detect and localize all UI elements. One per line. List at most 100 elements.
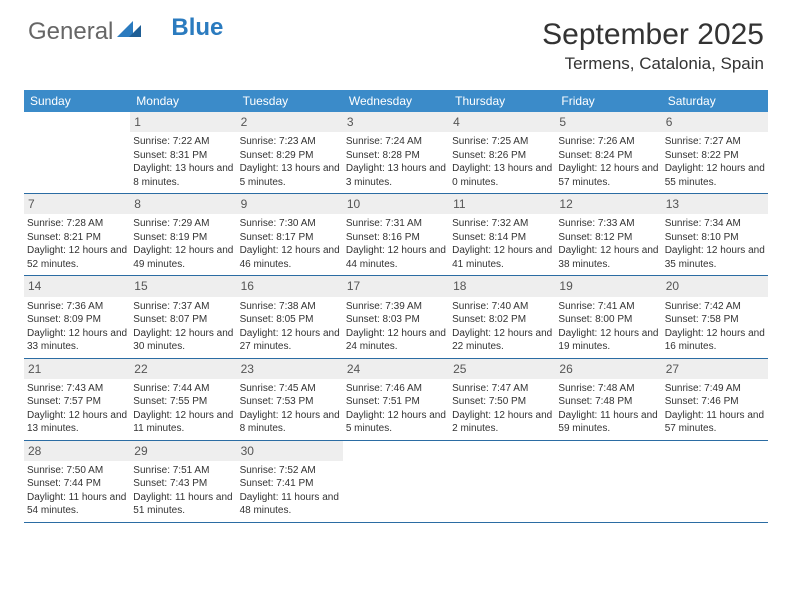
sunset-text: Sunset: 8:29 PM bbox=[240, 149, 340, 163]
sunset-text: Sunset: 8:09 PM bbox=[27, 313, 127, 327]
sunrise-text: Sunrise: 7:48 AM bbox=[558, 382, 658, 396]
day-number: 9 bbox=[237, 194, 343, 214]
daylight-text: Daylight: 12 hours and 22 minutes. bbox=[452, 327, 552, 354]
sunset-text: Sunset: 8:03 PM bbox=[346, 313, 446, 327]
sunrise-text: Sunrise: 7:44 AM bbox=[133, 382, 233, 396]
day-cell: 10Sunrise: 7:31 AMSunset: 8:16 PMDayligh… bbox=[343, 194, 449, 275]
sunset-text: Sunset: 8:21 PM bbox=[27, 231, 127, 245]
day-number: 3 bbox=[343, 112, 449, 132]
sunrise-text: Sunrise: 7:34 AM bbox=[665, 217, 765, 231]
day-number: 1 bbox=[130, 112, 236, 132]
week-row: 7Sunrise: 7:28 AMSunset: 8:21 PMDaylight… bbox=[24, 194, 768, 276]
sunset-text: Sunset: 8:02 PM bbox=[452, 313, 552, 327]
weekday-header: Wednesday bbox=[343, 90, 449, 112]
sunrise-text: Sunrise: 7:26 AM bbox=[558, 135, 658, 149]
day-cell: 16Sunrise: 7:38 AMSunset: 8:05 PMDayligh… bbox=[237, 276, 343, 357]
daylight-text: Daylight: 13 hours and 8 minutes. bbox=[133, 162, 233, 189]
day-cell: 18Sunrise: 7:40 AMSunset: 8:02 PMDayligh… bbox=[449, 276, 555, 357]
sunrise-text: Sunrise: 7:50 AM bbox=[27, 464, 127, 478]
header: General Blue September 2025 Termens, Cat… bbox=[0, 0, 792, 80]
sunset-text: Sunset: 8:10 PM bbox=[665, 231, 765, 245]
sunset-text: Sunset: 8:07 PM bbox=[133, 313, 233, 327]
sunset-text: Sunset: 8:19 PM bbox=[133, 231, 233, 245]
day-number: 2 bbox=[237, 112, 343, 132]
sunset-text: Sunset: 7:58 PM bbox=[665, 313, 765, 327]
sunrise-text: Sunrise: 7:51 AM bbox=[133, 464, 233, 478]
day-cell: 15Sunrise: 7:37 AMSunset: 8:07 PMDayligh… bbox=[130, 276, 236, 357]
sunrise-text: Sunrise: 7:33 AM bbox=[558, 217, 658, 231]
daylight-text: Daylight: 11 hours and 54 minutes. bbox=[27, 491, 127, 518]
daylight-text: Daylight: 12 hours and 19 minutes. bbox=[558, 327, 658, 354]
weekday-header-row: SundayMondayTuesdayWednesdayThursdayFrid… bbox=[24, 90, 768, 112]
day-number: 13 bbox=[662, 194, 768, 214]
daylight-text: Daylight: 11 hours and 59 minutes. bbox=[558, 409, 658, 436]
day-cell: 21Sunrise: 7:43 AMSunset: 7:57 PMDayligh… bbox=[24, 359, 130, 440]
sunrise-text: Sunrise: 7:38 AM bbox=[240, 300, 340, 314]
sunrise-text: Sunrise: 7:28 AM bbox=[27, 217, 127, 231]
day-number: 6 bbox=[662, 112, 768, 132]
day-cell: 9Sunrise: 7:30 AMSunset: 8:17 PMDaylight… bbox=[237, 194, 343, 275]
daylight-text: Daylight: 13 hours and 5 minutes. bbox=[240, 162, 340, 189]
day-number: 18 bbox=[449, 276, 555, 296]
sunset-text: Sunset: 8:17 PM bbox=[240, 231, 340, 245]
title-block: September 2025 Termens, Catalonia, Spain bbox=[542, 18, 764, 74]
weekday-header: Tuesday bbox=[237, 90, 343, 112]
day-number: 19 bbox=[555, 276, 661, 296]
sunrise-text: Sunrise: 7:25 AM bbox=[452, 135, 552, 149]
daylight-text: Daylight: 12 hours and 24 minutes. bbox=[346, 327, 446, 354]
day-number: 20 bbox=[662, 276, 768, 296]
daylight-text: Daylight: 12 hours and 27 minutes. bbox=[240, 327, 340, 354]
day-number: 23 bbox=[237, 359, 343, 379]
day-cell: 11Sunrise: 7:32 AMSunset: 8:14 PMDayligh… bbox=[449, 194, 555, 275]
daylight-text: Daylight: 13 hours and 0 minutes. bbox=[452, 162, 552, 189]
day-cell: 20Sunrise: 7:42 AMSunset: 7:58 PMDayligh… bbox=[662, 276, 768, 357]
sunset-text: Sunset: 7:41 PM bbox=[240, 477, 340, 491]
daylight-text: Daylight: 12 hours and 49 minutes. bbox=[133, 244, 233, 271]
sunset-text: Sunset: 8:22 PM bbox=[665, 149, 765, 163]
day-number: 8 bbox=[130, 194, 236, 214]
day-cell: 14Sunrise: 7:36 AMSunset: 8:09 PMDayligh… bbox=[24, 276, 130, 357]
day-cell bbox=[24, 112, 130, 193]
sunset-text: Sunset: 8:00 PM bbox=[558, 313, 658, 327]
day-cell bbox=[343, 441, 449, 522]
day-cell: 2Sunrise: 7:23 AMSunset: 8:29 PMDaylight… bbox=[237, 112, 343, 193]
daylight-text: Daylight: 13 hours and 3 minutes. bbox=[346, 162, 446, 189]
sunrise-text: Sunrise: 7:31 AM bbox=[346, 217, 446, 231]
day-cell: 26Sunrise: 7:48 AMSunset: 7:48 PMDayligh… bbox=[555, 359, 661, 440]
daylight-text: Daylight: 11 hours and 57 minutes. bbox=[665, 409, 765, 436]
sunrise-text: Sunrise: 7:46 AM bbox=[346, 382, 446, 396]
day-cell: 7Sunrise: 7:28 AMSunset: 8:21 PMDaylight… bbox=[24, 194, 130, 275]
weekday-header: Sunday bbox=[24, 90, 130, 112]
day-number: 29 bbox=[130, 441, 236, 461]
sunrise-text: Sunrise: 7:22 AM bbox=[133, 135, 233, 149]
day-cell: 6Sunrise: 7:27 AMSunset: 8:22 PMDaylight… bbox=[662, 112, 768, 193]
daylight-text: Daylight: 11 hours and 51 minutes. bbox=[133, 491, 233, 518]
daylight-text: Daylight: 12 hours and 35 minutes. bbox=[665, 244, 765, 271]
sunset-text: Sunset: 8:31 PM bbox=[133, 149, 233, 163]
day-number: 30 bbox=[237, 441, 343, 461]
calendar-grid: SundayMondayTuesdayWednesdayThursdayFrid… bbox=[24, 90, 768, 523]
sunset-text: Sunset: 8:16 PM bbox=[346, 231, 446, 245]
daylight-text: Daylight: 12 hours and 55 minutes. bbox=[665, 162, 765, 189]
daylight-text: Daylight: 12 hours and 57 minutes. bbox=[558, 162, 658, 189]
week-row: 14Sunrise: 7:36 AMSunset: 8:09 PMDayligh… bbox=[24, 276, 768, 358]
daylight-text: Daylight: 12 hours and 41 minutes. bbox=[452, 244, 552, 271]
sunset-text: Sunset: 7:50 PM bbox=[452, 395, 552, 409]
daylight-text: Daylight: 12 hours and 52 minutes. bbox=[27, 244, 127, 271]
weekday-header: Monday bbox=[130, 90, 236, 112]
weekday-header: Friday bbox=[555, 90, 661, 112]
daylight-text: Daylight: 12 hours and 13 minutes. bbox=[27, 409, 127, 436]
sunset-text: Sunset: 7:51 PM bbox=[346, 395, 446, 409]
day-number: 16 bbox=[237, 276, 343, 296]
daylight-text: Daylight: 11 hours and 48 minutes. bbox=[240, 491, 340, 518]
daylight-text: Daylight: 12 hours and 5 minutes. bbox=[346, 409, 446, 436]
day-cell: 5Sunrise: 7:26 AMSunset: 8:24 PMDaylight… bbox=[555, 112, 661, 193]
brand-logo: General Blue bbox=[28, 18, 223, 46]
day-number: 24 bbox=[343, 359, 449, 379]
sunset-text: Sunset: 8:28 PM bbox=[346, 149, 446, 163]
day-cell: 12Sunrise: 7:33 AMSunset: 8:12 PMDayligh… bbox=[555, 194, 661, 275]
sunrise-text: Sunrise: 7:41 AM bbox=[558, 300, 658, 314]
day-cell: 17Sunrise: 7:39 AMSunset: 8:03 PMDayligh… bbox=[343, 276, 449, 357]
day-number: 5 bbox=[555, 112, 661, 132]
sunrise-text: Sunrise: 7:39 AM bbox=[346, 300, 446, 314]
